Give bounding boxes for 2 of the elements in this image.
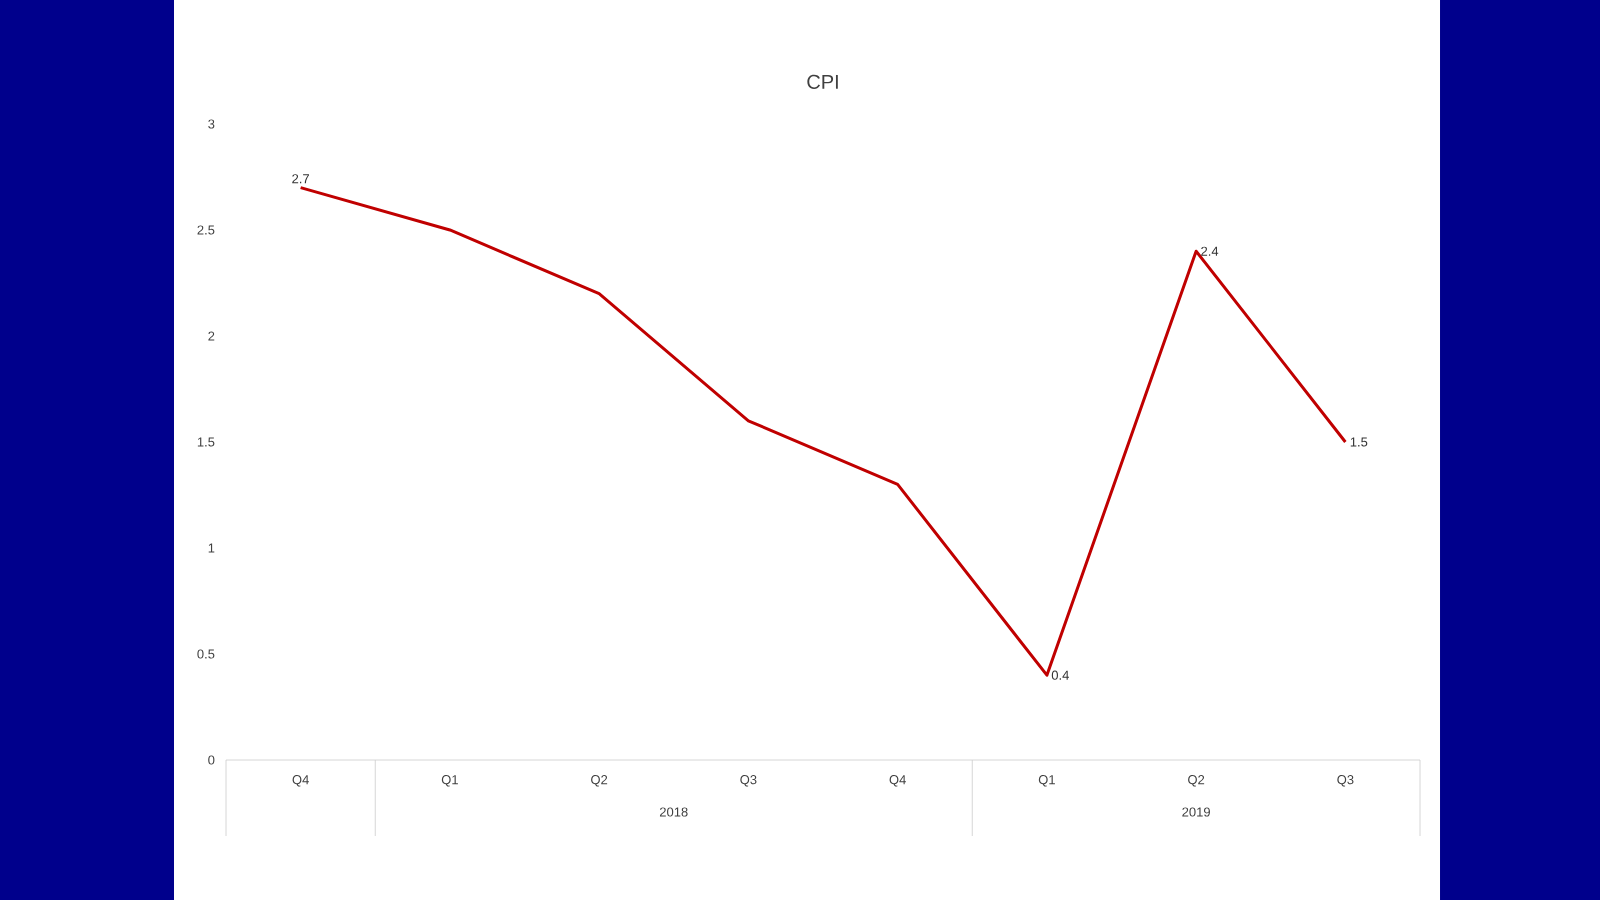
line-series xyxy=(299,186,1347,677)
chart-title: CPI xyxy=(807,74,838,89)
